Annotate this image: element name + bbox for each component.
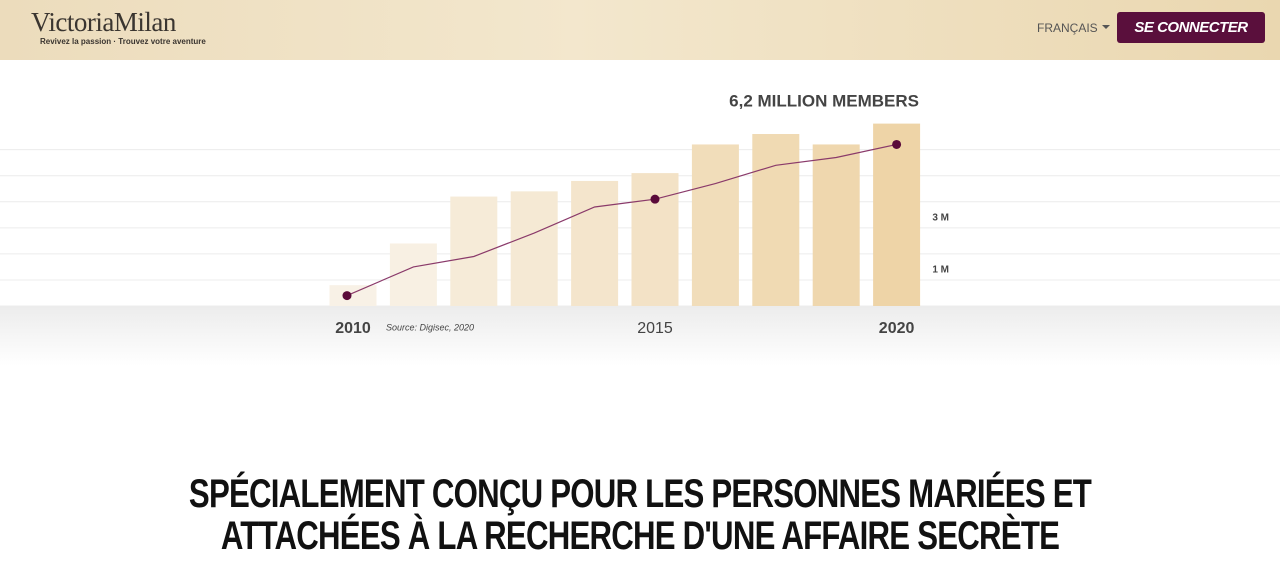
- login-button[interactable]: SE CONNECTER: [1117, 12, 1265, 43]
- x-tick-label: 2010: [335, 320, 371, 337]
- bar: [571, 180, 619, 306]
- point: [342, 291, 352, 301]
- point: [650, 194, 660, 204]
- bar: [752, 134, 800, 306]
- tagline: Revivez la passion · Trouvez votre avent…: [40, 37, 206, 46]
- x-tick-label: 2020: [879, 320, 915, 337]
- bar: [389, 243, 437, 306]
- annotation: 6,2 MILLION MEMBERS: [729, 91, 919, 110]
- bar: [631, 173, 679, 306]
- headline-line: ATTACHÉES À LA RECHERCHE D'UNE AFFAIRE S…: [220, 514, 1060, 558]
- bar: [691, 144, 739, 306]
- x-tick-label: 2015: [637, 320, 673, 337]
- chart-shadow: [0, 306, 1280, 366]
- y-tick-label: 3 M: [932, 212, 949, 223]
- bar: [450, 196, 498, 306]
- line: [346, 143, 897, 297]
- bar: [510, 191, 558, 306]
- point: [892, 139, 902, 149]
- y-tick-label: 1 M: [932, 265, 949, 276]
- bar: [873, 123, 921, 306]
- bar: [329, 285, 377, 306]
- chart: 1 M 3 M 2010 2015 2020 Source: Digisec, 2020 6…: [0, 91, 1280, 337]
- headline-line: SPÉCIALEMENT CONÇU POUR LES PERSONNES MA…: [188, 472, 1092, 516]
- bar: [812, 144, 860, 306]
- source: Source: Digisec, 2020: [386, 322, 474, 332]
- logo[interactable]: VictoriaMilan: [31, 7, 176, 37]
- header: VictoriaMilan Revivez la passion · Trouv…: [0, 0, 1280, 60]
- language-menu[interactable]: FRANÇAIS: [1037, 21, 1110, 35]
